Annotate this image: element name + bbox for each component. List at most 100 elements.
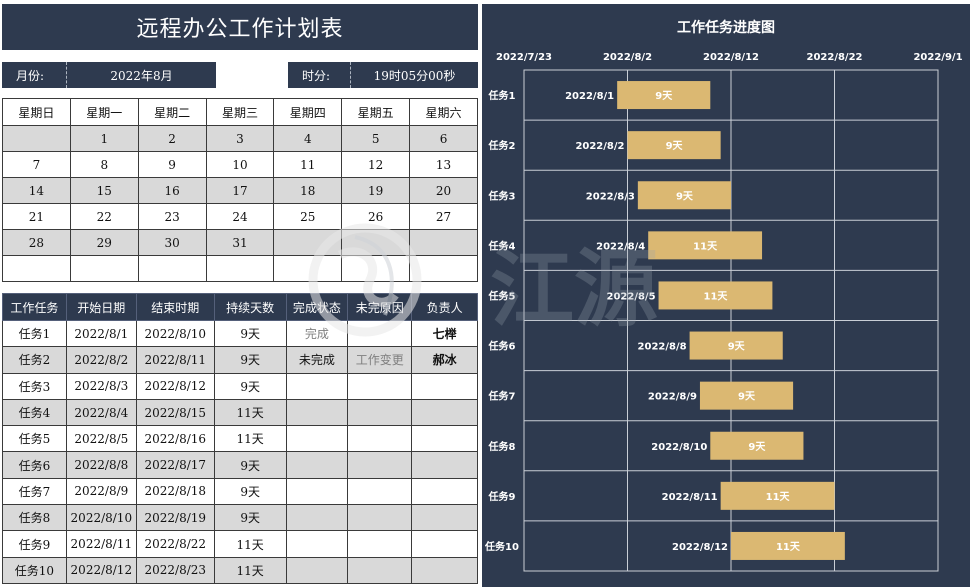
calendar-day-cell[interactable] — [69, 255, 139, 282]
reason-cell[interactable] — [347, 451, 413, 479]
calendar-day-cell[interactable]: 9 — [137, 151, 207, 178]
status-cell[interactable] — [285, 398, 349, 427]
task-name-cell[interactable]: 任务2 — [2, 346, 67, 374]
calendar-day-cell[interactable] — [409, 229, 478, 256]
reason-cell[interactable] — [347, 504, 413, 532]
task-name-cell[interactable]: 任务5 — [2, 425, 67, 453]
month-value[interactable]: 2022年8月 — [66, 62, 216, 88]
status-cell[interactable]: 完成 — [285, 319, 349, 348]
start-date-cell[interactable]: 2022/8/4 — [65, 398, 137, 427]
task-name-cell[interactable]: 任务1 — [2, 319, 67, 348]
start-date-cell[interactable]: 2022/8/8 — [65, 451, 137, 479]
task-name-cell[interactable]: 任务4 — [2, 398, 67, 427]
calendar-day-cell[interactable]: 19 — [341, 177, 411, 204]
end-date-cell[interactable]: 2022/8/16 — [135, 425, 215, 453]
calendar-day-cell[interactable]: 17 — [205, 177, 275, 204]
calendar-day-cell[interactable]: 1 — [69, 125, 139, 152]
start-date-cell[interactable]: 2022/8/9 — [65, 477, 137, 506]
owner-cell[interactable]: 郝冰 — [411, 346, 478, 374]
calendar-day-cell[interactable]: 23 — [137, 203, 207, 230]
end-date-cell[interactable]: 2022/8/15 — [135, 398, 215, 427]
start-date-cell[interactable]: 2022/8/3 — [65, 372, 137, 400]
calendar-day-cell[interactable]: 30 — [137, 229, 207, 256]
start-date-cell[interactable]: 2022/8/11 — [65, 530, 137, 558]
reason-cell[interactable] — [347, 530, 413, 558]
calendar-day-cell[interactable]: 5 — [341, 125, 411, 152]
reason-cell[interactable] — [347, 398, 413, 427]
owner-cell[interactable] — [411, 504, 478, 532]
calendar-day-cell[interactable]: 13 — [409, 151, 478, 178]
end-date-cell[interactable]: 2022/8/22 — [135, 530, 215, 558]
status-cell[interactable] — [285, 504, 349, 532]
duration-cell[interactable]: 11天 — [213, 425, 287, 453]
end-date-cell[interactable]: 2022/8/17 — [135, 451, 215, 479]
duration-cell[interactable]: 11天 — [213, 556, 287, 584]
calendar-day-cell[interactable]: 2 — [137, 125, 207, 152]
end-date-cell[interactable]: 2022/8/23 — [135, 556, 215, 584]
calendar-day-cell[interactable]: 16 — [137, 177, 207, 204]
task-name-cell[interactable]: 任务10 — [2, 556, 67, 584]
end-date-cell[interactable]: 2022/8/12 — [135, 372, 215, 400]
calendar-day-cell[interactable]: 29 — [69, 229, 139, 256]
calendar-day-cell[interactable]: 22 — [69, 203, 139, 230]
start-date-cell[interactable]: 2022/8/2 — [65, 346, 137, 374]
duration-cell[interactable]: 11天 — [213, 398, 287, 427]
start-date-cell[interactable]: 2022/8/5 — [65, 425, 137, 453]
calendar-day-cell[interactable]: 10 — [205, 151, 275, 178]
calendar-day-cell[interactable] — [341, 255, 411, 282]
calendar-day-cell[interactable]: 31 — [205, 229, 275, 256]
calendar-day-cell[interactable] — [2, 125, 71, 152]
reason-cell[interactable]: 工作变更 — [347, 346, 413, 374]
calendar-day-cell[interactable]: 14 — [2, 177, 71, 204]
calendar-day-cell[interactable]: 21 — [2, 203, 71, 230]
calendar-day-cell[interactable]: 12 — [341, 151, 411, 178]
calendar-day-cell[interactable]: 7 — [2, 151, 71, 178]
status-cell[interactable] — [285, 372, 349, 400]
task-name-cell[interactable]: 任务9 — [2, 530, 67, 558]
calendar-day-cell[interactable]: 18 — [273, 177, 343, 204]
calendar-day-cell[interactable] — [273, 255, 343, 282]
end-date-cell[interactable]: 2022/8/19 — [135, 504, 215, 532]
start-date-cell[interactable]: 2022/8/1 — [65, 319, 137, 348]
owner-cell[interactable] — [411, 530, 478, 558]
calendar-day-cell[interactable] — [137, 255, 207, 282]
calendar-day-cell[interactable]: 11 — [273, 151, 343, 178]
task-name-cell[interactable]: 任务6 — [2, 451, 67, 479]
calendar-day-cell[interactable]: 4 — [273, 125, 343, 152]
reason-cell[interactable] — [347, 319, 413, 348]
duration-cell[interactable]: 9天 — [213, 504, 287, 532]
duration-cell[interactable]: 9天 — [213, 451, 287, 479]
calendar-day-cell[interactable] — [2, 255, 71, 282]
status-cell[interactable] — [285, 556, 349, 584]
duration-cell[interactable]: 9天 — [213, 319, 287, 348]
status-cell[interactable] — [285, 425, 349, 453]
status-cell[interactable] — [285, 477, 349, 506]
duration-cell[interactable]: 11天 — [213, 530, 287, 558]
task-row[interactable]: 任务6 2022/8/8 2022/8/17 9天 — [2, 451, 478, 479]
task-row[interactable]: 任务2 2022/8/2 2022/8/11 9天 未完成 工作变更 郝冰 — [2, 346, 478, 374]
calendar-day-cell[interactable]: 8 — [69, 151, 139, 178]
owner-cell[interactable] — [411, 425, 478, 453]
reason-cell[interactable] — [347, 556, 413, 584]
task-row[interactable]: 任务8 2022/8/10 2022/8/19 9天 — [2, 504, 478, 532]
duration-cell[interactable]: 9天 — [213, 477, 287, 506]
calendar-day-cell[interactable] — [205, 255, 275, 282]
duration-cell[interactable]: 9天 — [213, 346, 287, 374]
task-name-cell[interactable]: 任务7 — [2, 477, 67, 506]
owner-cell[interactable] — [411, 451, 478, 479]
calendar-day-cell[interactable] — [409, 255, 478, 282]
owner-cell[interactable] — [411, 556, 478, 584]
task-row[interactable]: 任务10 2022/8/12 2022/8/23 11天 — [2, 556, 478, 584]
end-date-cell[interactable]: 2022/8/18 — [135, 477, 215, 506]
owner-cell[interactable] — [411, 398, 478, 427]
status-cell[interactable] — [285, 530, 349, 558]
calendar-day-cell[interactable]: 20 — [409, 177, 478, 204]
owner-cell[interactable] — [411, 477, 478, 506]
task-row[interactable]: 任务5 2022/8/5 2022/8/16 11天 — [2, 425, 478, 453]
task-row[interactable]: 任务9 2022/8/11 2022/8/22 11天 — [2, 530, 478, 558]
start-date-cell[interactable]: 2022/8/10 — [65, 504, 137, 532]
calendar-day-cell[interactable] — [341, 229, 411, 256]
calendar-day-cell[interactable]: 25 — [273, 203, 343, 230]
status-cell[interactable]: 未完成 — [285, 346, 349, 374]
calendar-day-cell[interactable]: 15 — [69, 177, 139, 204]
